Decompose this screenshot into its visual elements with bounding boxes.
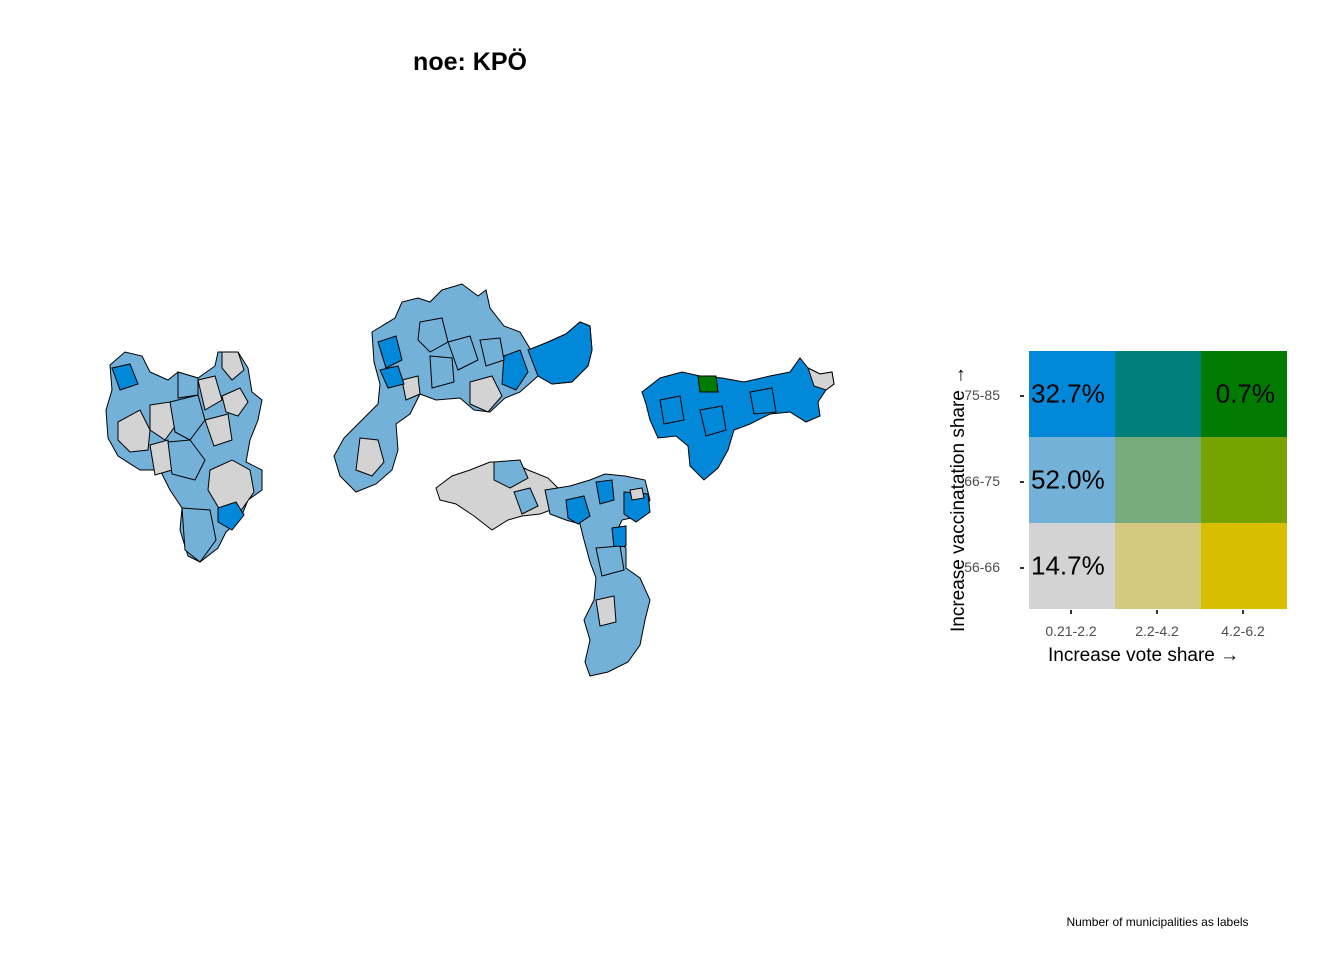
district [111, 363, 139, 391]
district [204, 413, 233, 447]
legend-cell-label: 0.7% [1215, 378, 1275, 409]
x-tick-label: 4.2-6.2 [1221, 623, 1265, 639]
district [493, 459, 529, 489]
map-region-east [641, 357, 835, 481]
legend-cell-label: 52.0% [1031, 464, 1105, 495]
district [221, 351, 245, 381]
district [513, 487, 539, 515]
y-tick-mark [1020, 395, 1024, 397]
legend-cell [1201, 437, 1287, 523]
choropleth-map [105, 283, 835, 677]
legend-cell: 0.7% [1201, 351, 1287, 437]
district [501, 349, 529, 391]
district [417, 317, 449, 353]
district [595, 545, 625, 577]
district [479, 337, 505, 367]
x-tick-mark [1156, 610, 1158, 614]
district [527, 321, 593, 385]
district [149, 401, 177, 441]
district [217, 501, 245, 531]
district [447, 335, 479, 371]
district [749, 387, 777, 415]
district [659, 395, 685, 425]
district [699, 405, 727, 437]
district [697, 375, 719, 393]
caption: Number of municipalities as labels [1066, 915, 1249, 929]
district [379, 365, 405, 389]
district [355, 437, 385, 477]
district [177, 371, 199, 399]
legend-cell: 14.7% [1029, 523, 1115, 609]
map-region-west [105, 351, 263, 563]
legend-cell: 52.0% [1029, 437, 1115, 523]
legend-cell-label: 14.7% [1031, 550, 1105, 581]
x-tick-mark [1070, 610, 1072, 614]
legend-cell [1201, 523, 1287, 609]
y-tick-label: 75-85 [964, 387, 1000, 403]
y-tick-mark [1020, 567, 1024, 569]
district [207, 459, 255, 513]
map-region-north [333, 283, 593, 493]
legend-cell-label: 32.7% [1031, 378, 1105, 409]
district [221, 387, 249, 417]
y-tick-label: 66-75 [964, 473, 1000, 489]
x-tick-mark [1242, 610, 1244, 614]
district [544, 473, 651, 677]
x-tick-label: 0.21-2.2 [1045, 623, 1097, 639]
district [401, 375, 421, 401]
district [623, 491, 651, 523]
district [429, 355, 455, 389]
district [641, 357, 835, 481]
district [181, 507, 217, 563]
y-tick-mark [1020, 481, 1024, 483]
district [595, 479, 615, 505]
district [167, 439, 206, 481]
map-region-south [435, 459, 651, 677]
legend-cell [1115, 351, 1201, 437]
district [807, 367, 835, 391]
legend-cell: 32.7% [1029, 351, 1115, 437]
district [595, 595, 617, 627]
district [629, 487, 645, 501]
district [377, 335, 403, 369]
legend-cell [1115, 523, 1201, 609]
district [611, 525, 627, 549]
district [197, 375, 223, 411]
map-title: noe: KPÖ [413, 48, 527, 76]
legend-cell [1115, 437, 1201, 523]
district [469, 375, 503, 413]
district [117, 409, 151, 453]
x-axis-label: Increase vote share → [1048, 645, 1240, 666]
x-tick-label: 2.2-4.2 [1135, 623, 1179, 639]
y-tick-label: 56-66 [964, 559, 1000, 575]
y-axis-label: Increase vaccinatation share → [948, 365, 969, 632]
district [565, 495, 591, 525]
bivariate-legend: 32.7% 0.7% 52.0% 14.7% 75-85 66-75 56-66 0.… [940, 320, 1320, 680]
